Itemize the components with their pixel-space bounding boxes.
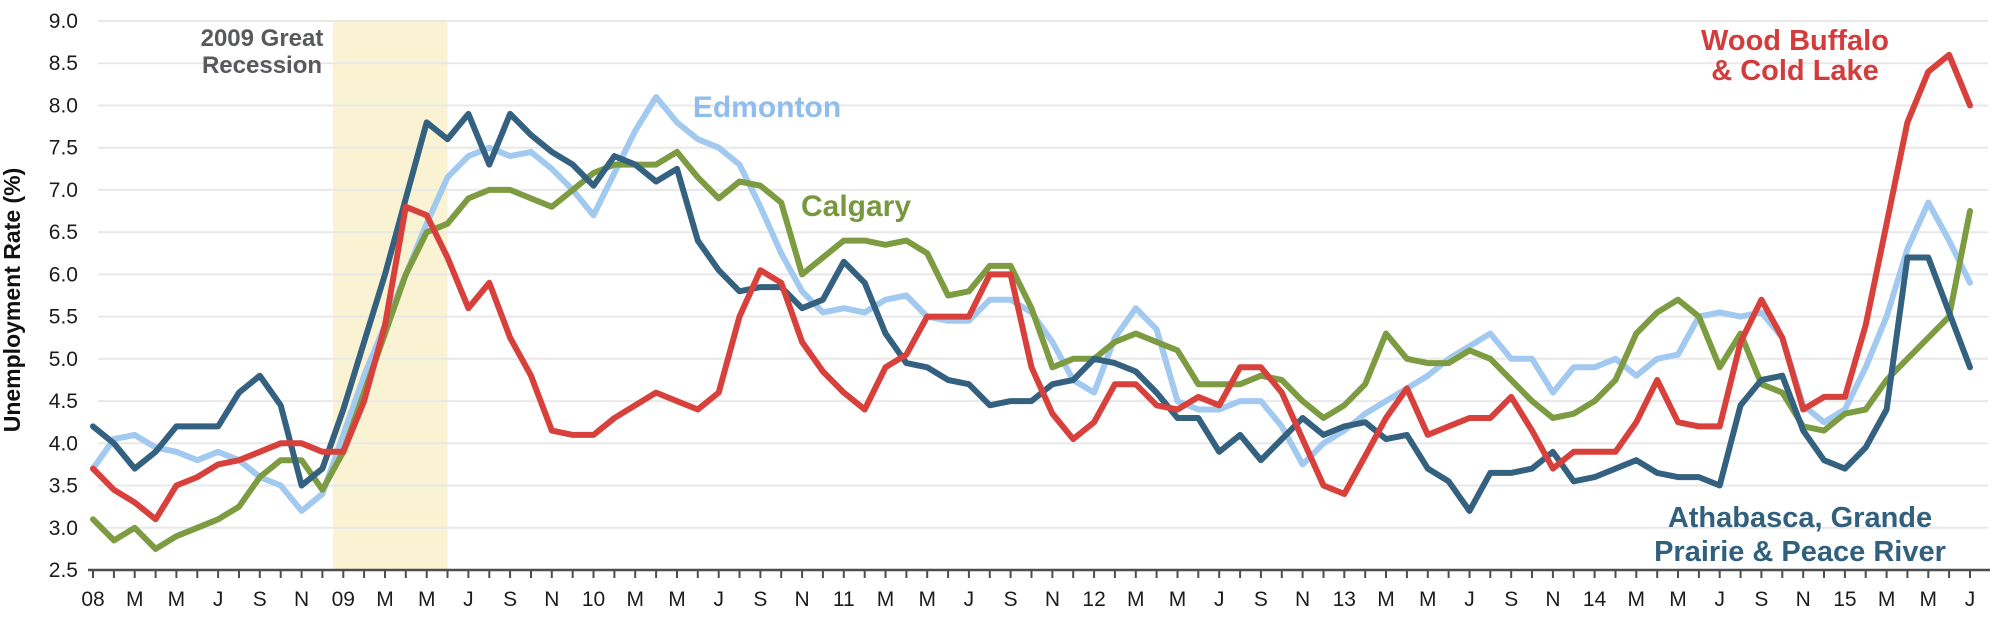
x-tick-label: 13 — [1333, 588, 1356, 611]
x-tick-label: J — [463, 588, 474, 611]
x-tick-label: M — [1878, 588, 1896, 611]
x-tick-label: J — [1965, 588, 1976, 611]
x-tick-label: S — [1254, 588, 1268, 611]
y-tick-label: 3.0 — [49, 517, 78, 540]
x-tick-label: M — [626, 588, 644, 611]
x-axis — [88, 568, 1990, 578]
x-tick-label: J — [713, 588, 724, 611]
y-tick-label: 8.5 — [49, 52, 78, 75]
series-line-calgary — [90, 148, 1973, 552]
recession-label: Recession — [202, 52, 322, 79]
x-tick-label: M — [168, 588, 186, 611]
x-tick-label: 12 — [1082, 588, 1105, 611]
x-tick-label: 15 — [1833, 588, 1856, 611]
x-tick-label: M — [877, 588, 895, 611]
y-tick-label: 5.0 — [49, 348, 78, 371]
x-tick-label: M — [1169, 588, 1187, 611]
x-tick-label: N — [1295, 588, 1310, 611]
x-tick-label: S — [253, 588, 267, 611]
x-tick-label: M — [1628, 588, 1646, 611]
x-tick-label: J — [964, 588, 975, 611]
y-tick-label: 3.5 — [49, 475, 78, 498]
x-tick-label: N — [294, 588, 309, 611]
y-tick-label: 7.5 — [49, 137, 78, 160]
recession-label: 2009 Great — [201, 25, 324, 52]
x-tick-label: M — [1920, 588, 1938, 611]
x-tick-label: S — [1504, 588, 1518, 611]
series-line-wood-buffalo-cold-lake — [90, 51, 1973, 523]
x-tick-label: 14 — [1583, 588, 1607, 611]
wood-buffalo-label: & Cold Lake — [1711, 55, 1879, 87]
x-tick-label: J — [213, 588, 224, 611]
x-tick-label: N — [1045, 588, 1060, 611]
x-tick-label: M — [918, 588, 936, 611]
athabasca-label: Prairie & Peace River — [1654, 536, 1946, 568]
x-tick-label: M — [376, 588, 394, 611]
x-tick-label: 09 — [332, 588, 355, 611]
calgary-label: Calgary — [801, 190, 911, 223]
x-tick-label: 08 — [81, 588, 104, 611]
athabasca-label: Athabasca, Grande — [1668, 502, 1932, 534]
y-axis-labels: 2.5 3.0 3.5 4.0 4.5 5.0 5.5 6.0 6.5 7.0 7.5 8.0 8.5 9… — [49, 10, 78, 582]
x-tick-label: S — [1754, 588, 1768, 611]
x-tick-label: N — [795, 588, 810, 611]
x-tick-label: J — [1464, 588, 1475, 611]
y-tick-label: 2.5 — [49, 559, 78, 582]
y-axis-title: Unemployment Rate (%) — [0, 168, 25, 433]
x-tick-label: 11 — [833, 588, 855, 611]
x-tick-label: M — [126, 588, 144, 611]
x-tick-label: S — [753, 588, 767, 611]
edmonton-label: Edmonton — [693, 91, 841, 124]
y-tick-label: 4.5 — [49, 390, 78, 413]
y-tick-label: 6.0 — [49, 263, 78, 286]
x-tick-label: N — [544, 588, 559, 611]
x-tick-label: M — [1377, 588, 1395, 611]
x-axis-labels: 08 M M J S N 09 M M J S N 10 M M J S N 11 M M J S N 12 M M J S N 13 M M J… — [81, 588, 1975, 611]
y-tick-label: 7.0 — [49, 179, 78, 202]
x-tick-label: M — [1419, 588, 1437, 611]
series-line-athabasca-grande-prairie-peace-river — [90, 110, 1973, 514]
x-tick-label: M — [1669, 588, 1687, 611]
y-tick-label: 9.0 — [49, 10, 78, 33]
x-tick-label: S — [1004, 588, 1018, 611]
x-tick-label: N — [1545, 588, 1560, 611]
y-tick-label: 8.0 — [49, 95, 78, 118]
x-tick-label: S — [503, 588, 517, 611]
x-tick-label: M — [668, 588, 686, 611]
x-tick-label: M — [418, 588, 436, 611]
wood-buffalo-label: Wood Buffalo — [1701, 25, 1889, 57]
x-tick-label: N — [1796, 588, 1811, 611]
y-tick-label: 6.5 — [49, 221, 78, 244]
x-tick-label: J — [1214, 588, 1225, 611]
x-tick-label: J — [1714, 588, 1725, 611]
x-tick-label: M — [1127, 588, 1145, 611]
y-tick-label: 5.5 — [49, 306, 78, 329]
series-lines — [90, 51, 1973, 552]
x-tick-label: 10 — [582, 588, 605, 611]
y-tick-label: 4.0 — [49, 432, 78, 455]
gridlines — [98, 20, 1988, 529]
